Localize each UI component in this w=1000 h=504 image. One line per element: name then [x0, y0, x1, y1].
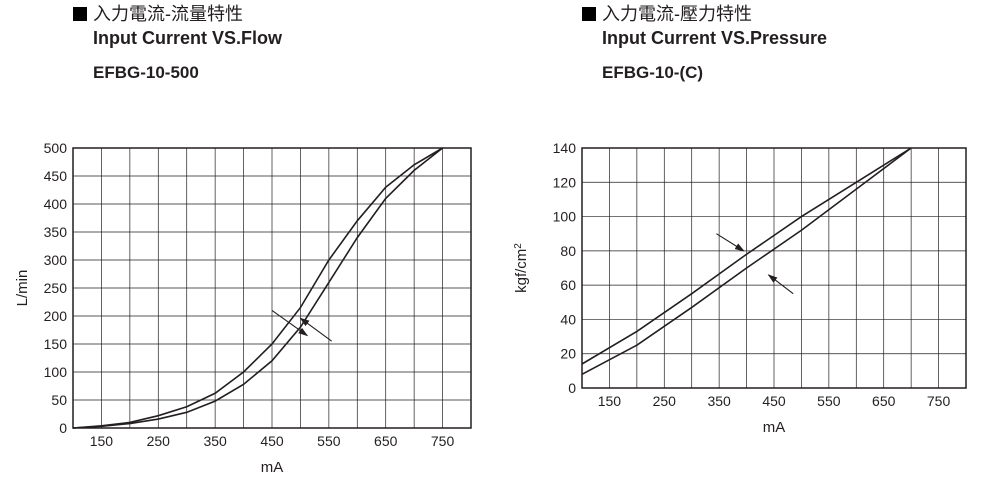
- title-en: Input Current VS.Pressure: [602, 28, 827, 49]
- grid: [73, 148, 471, 428]
- x-tick-label: 650: [374, 433, 398, 449]
- x-tick-label: 650: [872, 393, 896, 409]
- x-tick-label: 450: [762, 393, 786, 409]
- x-tick-label: 550: [817, 393, 841, 409]
- bullet-icon: [73, 7, 87, 21]
- grid: [582, 148, 966, 388]
- y-tick-label: 120: [553, 174, 577, 190]
- direction-arrow: [769, 275, 794, 294]
- x-tick-label: 150: [598, 393, 622, 409]
- y-tick-label: 100: [44, 364, 68, 380]
- y-tick-label: 450: [44, 168, 68, 184]
- x-tick-label: 250: [653, 393, 677, 409]
- y-tick-label: 20: [560, 346, 576, 362]
- title-cjk: 入力電流-流量特性: [73, 0, 282, 26]
- y-tick-label: 140: [553, 140, 577, 156]
- y-tick-label: 150: [44, 336, 68, 352]
- bullet-icon: [582, 7, 596, 21]
- y-tick-label: 50: [51, 392, 67, 408]
- y-tick-label: 40: [560, 311, 576, 327]
- x-tick-label: 350: [707, 393, 731, 409]
- x-tick-label: 750: [927, 393, 951, 409]
- x-tick-label: 150: [90, 433, 114, 449]
- y-tick-label: 0: [59, 420, 67, 436]
- y-tick-label: 60: [560, 277, 576, 293]
- title-cjk: 入力電流-壓力特性: [582, 0, 827, 26]
- subtitle: EFBG-10-(C): [602, 63, 827, 83]
- panel-left-flow: 入力電流-流量特性Input Current VS.Flow EFBG-10-50…: [0, 0, 500, 504]
- y-tick-label: 100: [553, 209, 577, 225]
- title-block: 入力電流-流量特性Input Current VS.Flow EFBG-10-50…: [73, 0, 282, 83]
- x-tick-label: 350: [203, 433, 227, 449]
- y-tick-label: 200: [44, 308, 68, 324]
- y-axis-label: L/min: [14, 270, 31, 307]
- y-tick-label: 0: [568, 380, 576, 396]
- y-tick-label: 400: [44, 196, 68, 212]
- direction-arrow: [272, 310, 307, 335]
- page-root: 入力電流-流量特性Input Current VS.Flow EFBG-10-50…: [0, 0, 1000, 504]
- panel-right-pressure: 入力電流-壓力特性Input Current VS.Pressure EFBG-1…: [500, 0, 1000, 504]
- x-axis-label: mA: [261, 459, 284, 476]
- x-axis-label: mA: [763, 419, 786, 436]
- x-tick-label: 550: [317, 433, 341, 449]
- subtitle: EFBG-10-500: [93, 63, 282, 83]
- x-tick-label: 250: [147, 433, 171, 449]
- y-tick-label: 250: [44, 280, 68, 296]
- y-tick-label: 300: [44, 252, 68, 268]
- y-axis-label: kgf/cm2: [513, 243, 531, 293]
- title-block: 入力電流-壓力特性Input Current VS.Pressure EFBG-1…: [582, 0, 827, 83]
- y-tick-label: 80: [560, 243, 576, 259]
- x-tick-label: 450: [260, 433, 284, 449]
- y-tick-label: 500: [44, 140, 68, 156]
- x-tick-label: 750: [431, 433, 455, 449]
- direction-arrow: [716, 234, 743, 251]
- title-en: Input Current VS.Flow: [93, 28, 282, 49]
- direction-arrow: [300, 318, 331, 341]
- y-tick-label: 350: [44, 224, 68, 240]
